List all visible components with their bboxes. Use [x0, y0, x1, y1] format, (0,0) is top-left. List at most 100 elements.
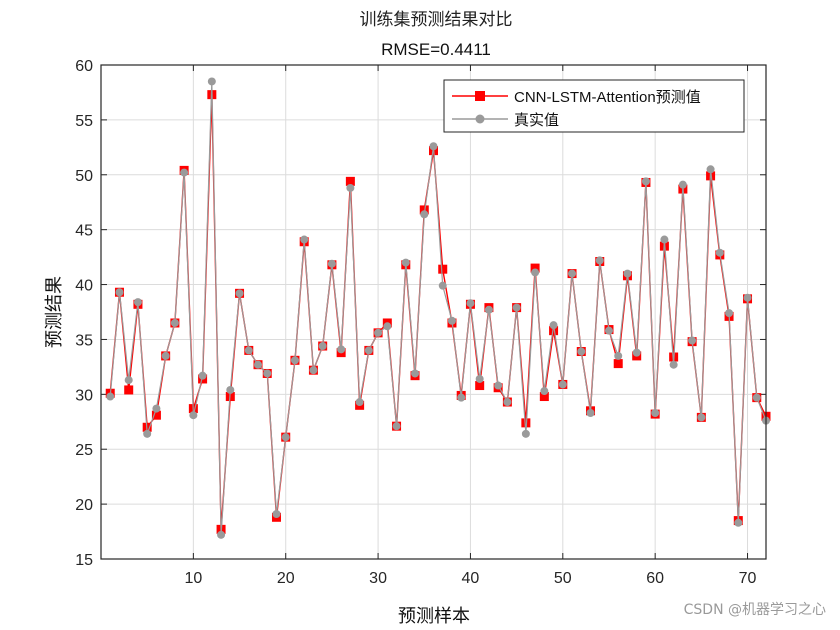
- predicted-point: [539, 392, 549, 402]
- actual-point: [133, 298, 142, 307]
- actual-point: [429, 142, 438, 151]
- actual-point: [254, 360, 263, 369]
- actual-point: [734, 518, 743, 527]
- y-tick-label: 15: [75, 552, 93, 569]
- y-tick-label: 55: [75, 113, 93, 130]
- actual-point: [466, 299, 475, 308]
- actual-point: [438, 281, 447, 290]
- predicted-point: [419, 205, 429, 215]
- actual-point: [457, 393, 466, 402]
- series-layer: [105, 77, 771, 539]
- chart-title: 训练集预测结果对比: [360, 10, 513, 30]
- actual-point: [180, 168, 189, 177]
- actual-point: [235, 289, 244, 298]
- legend: CNN-LSTM-Attention预测值 真实值: [443, 79, 745, 133]
- actual-point: [604, 326, 613, 335]
- legend-marker-actual: [475, 114, 485, 124]
- actual-point: [115, 288, 124, 297]
- actual-point: [300, 235, 309, 244]
- predicted-point: [521, 418, 531, 428]
- actual-point: [641, 177, 650, 186]
- actual-point: [106, 392, 115, 401]
- x-tick-label: 20: [277, 570, 295, 587]
- legend-marker-predicted: [475, 91, 485, 101]
- actual-point: [678, 180, 687, 189]
- actual-point: [632, 348, 641, 357]
- chart-subtitle: RMSE=0.4411: [381, 40, 491, 59]
- actual-point: [614, 351, 623, 360]
- x-tick-label: 70: [739, 570, 757, 587]
- actual-point: [346, 183, 355, 192]
- actual-point: [743, 293, 752, 302]
- actual-point: [374, 328, 383, 337]
- actual-point: [595, 256, 604, 265]
- y-tick-label: 30: [75, 387, 93, 404]
- predicted-point: [151, 410, 161, 420]
- y-tick-label: 20: [75, 497, 93, 514]
- actual-point: [143, 429, 152, 438]
- y-tick-label: 45: [75, 223, 93, 240]
- actual-point: [124, 376, 133, 385]
- actual-series-line: [109, 81, 767, 535]
- actual-point: [531, 268, 540, 277]
- legend-box: [443, 79, 745, 133]
- predicted-point: [530, 263, 540, 273]
- actual-point: [752, 393, 761, 402]
- actual-point: [318, 342, 327, 351]
- predicted-point: [438, 264, 448, 274]
- y-axis-label: 预测结果: [44, 276, 65, 348]
- actual-point: [521, 429, 530, 438]
- predicted-point: [549, 326, 559, 336]
- x-tick-label: 60: [646, 570, 664, 587]
- actual-point: [549, 321, 558, 330]
- actual-point: [309, 366, 318, 375]
- actual-point: [512, 303, 521, 312]
- plot-frame: [100, 64, 767, 560]
- actual-point: [337, 345, 346, 354]
- actual-point: [226, 385, 235, 394]
- actual-point: [484, 305, 493, 314]
- actual-point: [688, 336, 697, 345]
- actual-point: [706, 165, 715, 174]
- actual-point: [217, 530, 226, 539]
- actual-point: [411, 369, 420, 378]
- actual-point: [364, 346, 373, 355]
- actual-point: [161, 351, 170, 360]
- x-tick-label: 40: [462, 570, 480, 587]
- actual-point: [401, 258, 410, 267]
- actual-point: [475, 374, 484, 383]
- predicted-point: [613, 359, 623, 369]
- legend-label-actual: 真实值: [514, 111, 559, 129]
- predicted-point: [475, 381, 485, 391]
- predicted-point: [124, 385, 134, 395]
- actual-point: [494, 381, 503, 390]
- actual-point: [207, 77, 216, 86]
- actual-point: [725, 309, 734, 318]
- actual-point: [568, 269, 577, 278]
- predicted-point: [345, 176, 355, 186]
- actual-point: [355, 398, 364, 407]
- actual-point: [198, 371, 207, 380]
- actual-point: [327, 259, 336, 268]
- actual-point: [558, 380, 567, 389]
- actual-point: [669, 360, 678, 369]
- y-tick-label: 25: [75, 442, 93, 459]
- actual-point: [586, 408, 595, 417]
- plot-area: [101, 65, 766, 559]
- actual-point: [623, 269, 632, 278]
- actual-point: [503, 398, 512, 407]
- actual-point: [715, 248, 724, 257]
- watermark: CSDN @机器学习之心: [684, 602, 826, 618]
- actual-point: [281, 433, 290, 442]
- y-tick-label: 40: [75, 278, 93, 295]
- actual-point: [447, 316, 456, 325]
- x-tick-label: 10: [184, 570, 202, 587]
- grid-lines: [101, 65, 766, 559]
- y-tick-label: 60: [75, 58, 93, 75]
- actual-point: [651, 408, 660, 417]
- actual-point: [540, 387, 549, 396]
- actual-point: [383, 322, 392, 331]
- x-tick-label: 50: [554, 570, 572, 587]
- actual-point: [420, 210, 429, 219]
